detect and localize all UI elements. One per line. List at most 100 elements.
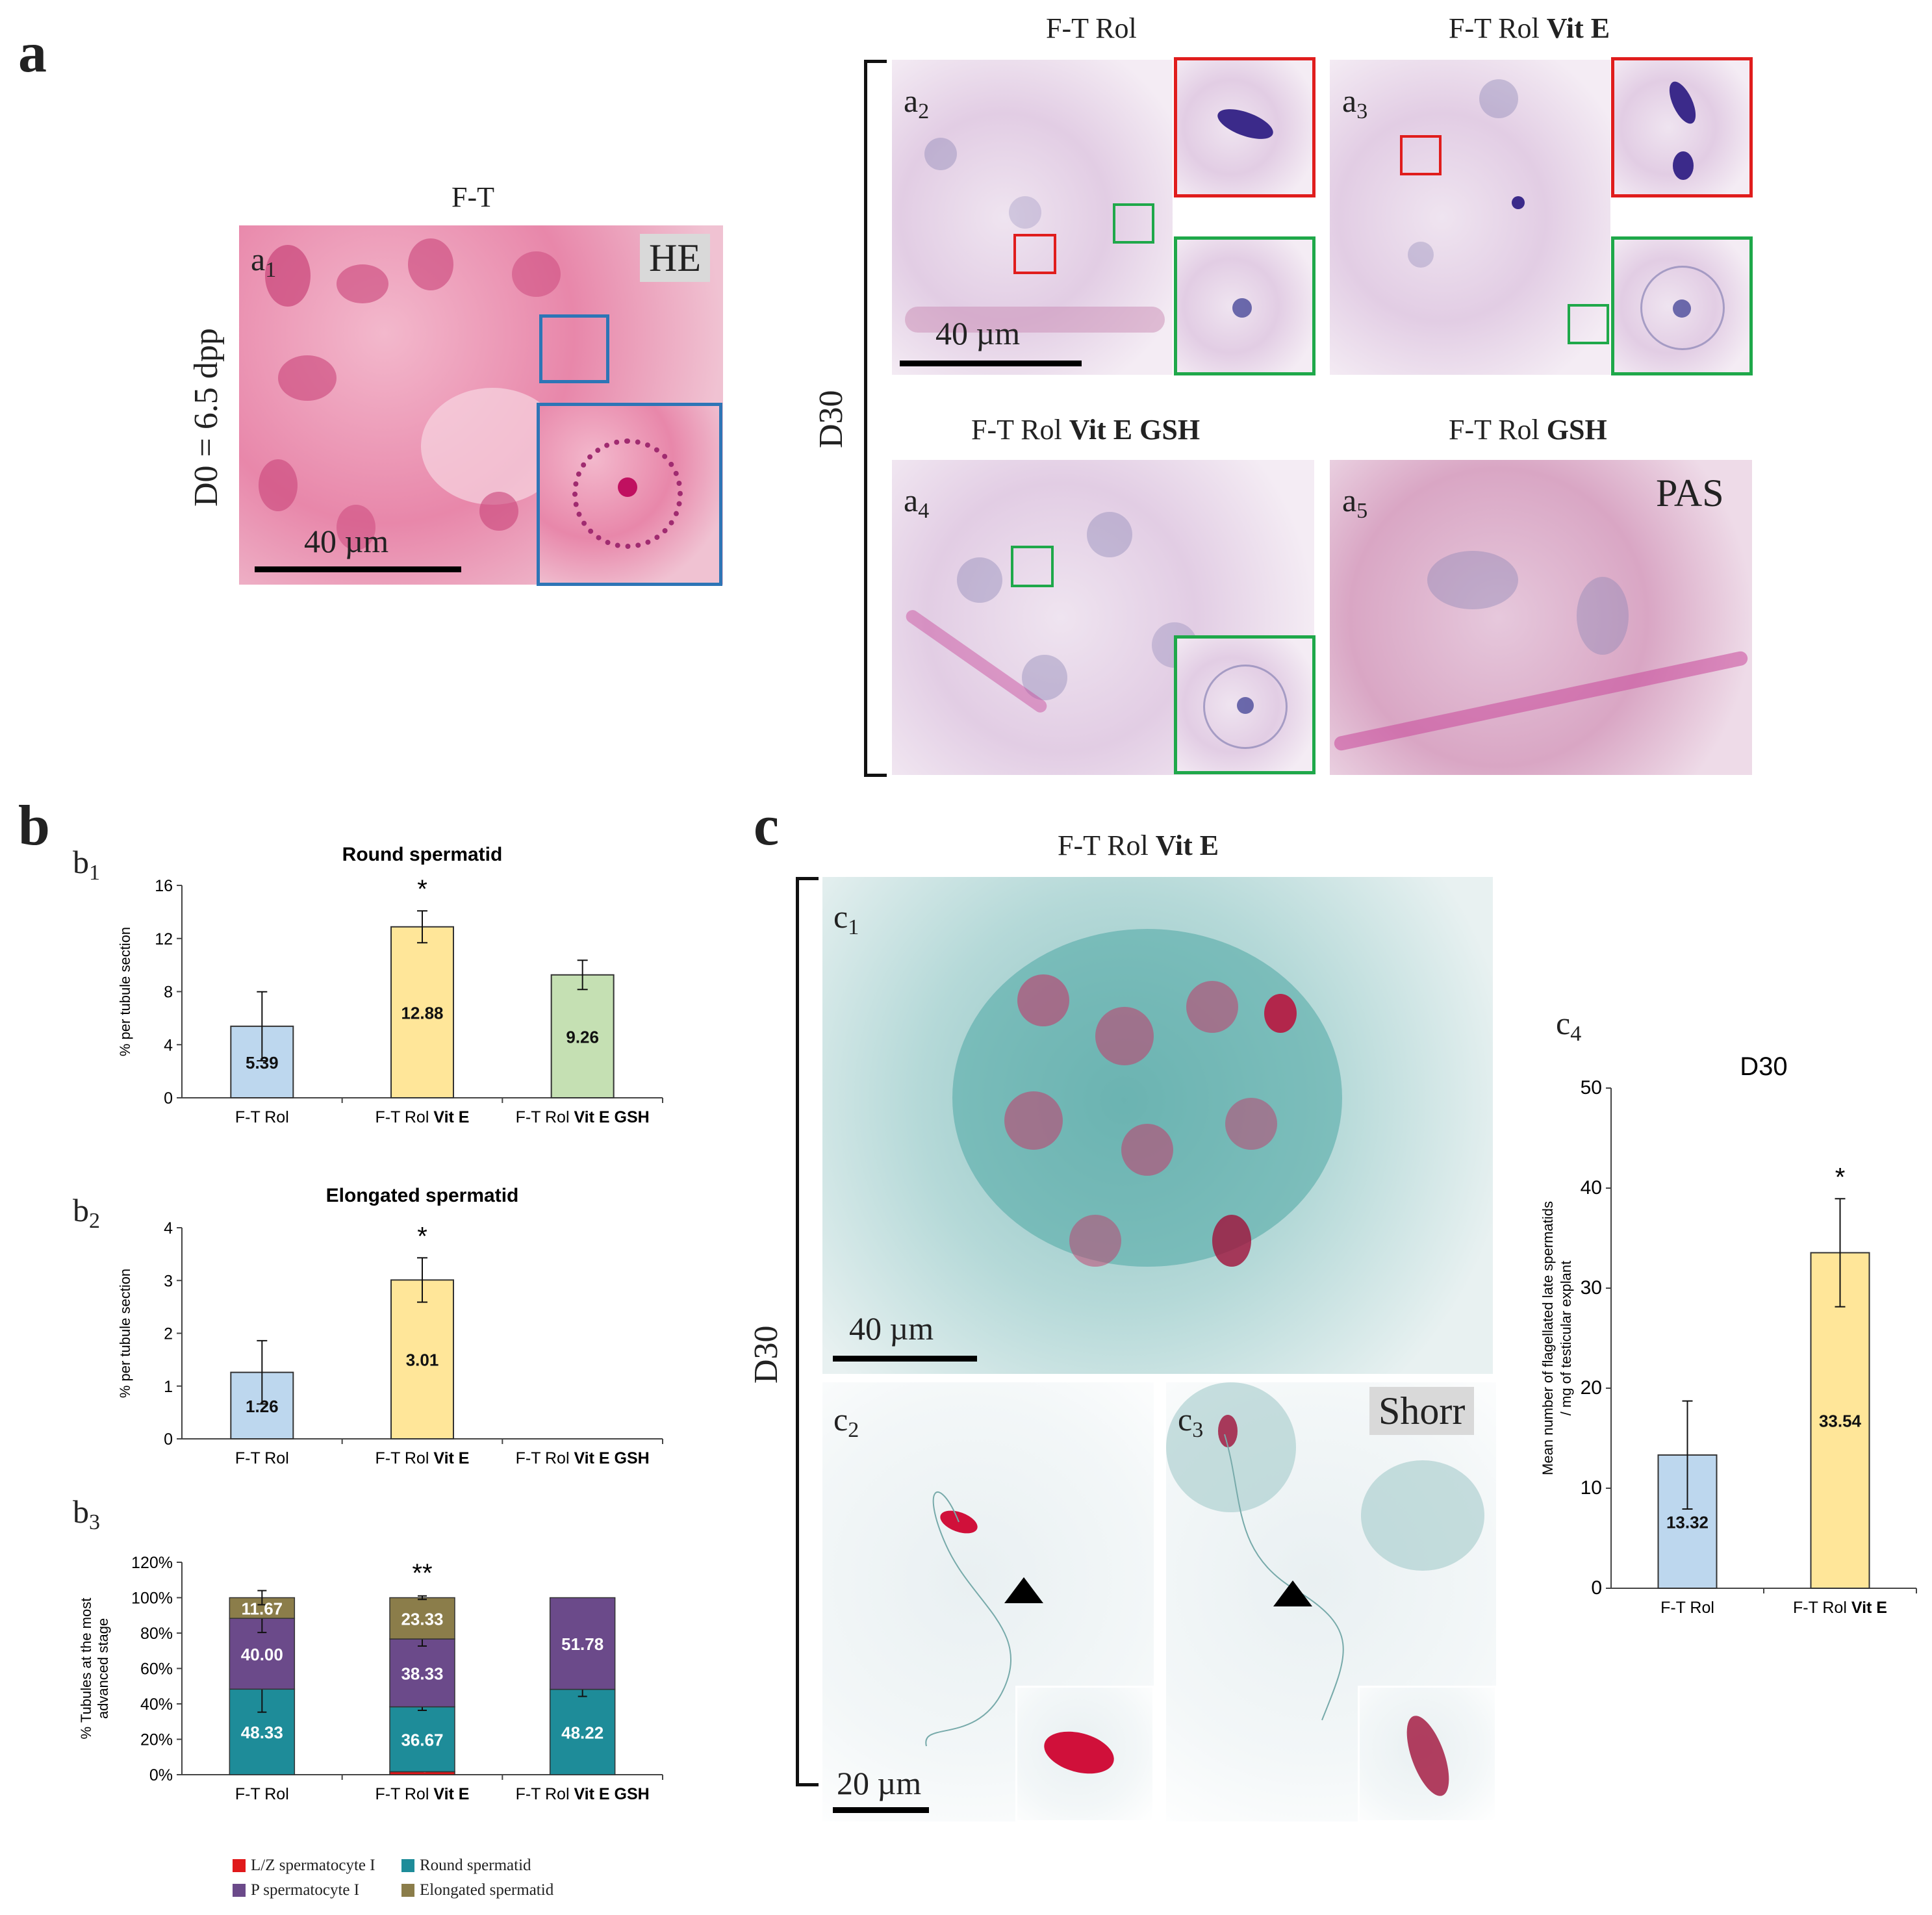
b3-x-tick-label: F-T Rol	[235, 1785, 289, 1803]
b3-x-tick-label: F-T Rol Vit E GSH	[516, 1785, 650, 1803]
c2-flagellum	[925, 1491, 1043, 1747]
b3-y-tick-label: 40%	[140, 1695, 173, 1714]
c4-y-tick-label: 30	[1581, 1277, 1602, 1299]
c4-chart-title: D30	[1740, 1052, 1787, 1081]
a1-title: F-T	[451, 181, 494, 213]
c-title: F-T Rol Vit E	[1058, 830, 1219, 861]
legend-swatch-elong	[401, 1884, 414, 1897]
b1-x-tick-label: F-T Rol Vit E	[375, 1108, 470, 1126]
c4-y-axis-label: Mean number of flagellated late spermati…	[1540, 1201, 1556, 1475]
a3-inset-green	[1611, 236, 1753, 375]
b3-bar-segment	[229, 1597, 296, 1619]
c4-y-tick-label: 40	[1581, 1177, 1602, 1198]
b3-data-label: 51.78	[561, 1634, 604, 1654]
b1-data-label: 9.26	[566, 1027, 599, 1046]
stain-tag-pas: PAS	[1656, 472, 1724, 514]
b1-y-tick-label: 0	[164, 1089, 173, 1108]
a1-roi-box	[539, 314, 609, 383]
b1-significance-mark: *	[417, 875, 427, 904]
b3-x-tick-label: F-T Rol Vit E	[375, 1785, 470, 1803]
b3-y-axis-label: advanced stage	[95, 1618, 111, 1719]
b3-bar-segment	[389, 1597, 455, 1640]
micrograph-a5	[1330, 460, 1752, 775]
c-d30-label: D30	[748, 1325, 785, 1384]
b3-y-tick-label: 80%	[140, 1625, 173, 1643]
b3-significance-mark: **	[412, 1559, 432, 1588]
c4-y-tick-label: 10	[1581, 1477, 1602, 1499]
c4-y-axis-label: / mg of testicular explant	[1558, 1261, 1574, 1415]
c1-label: c1	[833, 898, 859, 939]
c2-label: c2	[833, 1401, 859, 1442]
c4-significance-mark: *	[1835, 1163, 1846, 1191]
a-d30-label: D30	[813, 390, 850, 448]
legend-swatch-p	[233, 1884, 246, 1897]
b3-bar-segment	[549, 1688, 616, 1775]
b1-y-tick-label: 8	[164, 983, 173, 1002]
legend-swatch-lz	[233, 1859, 246, 1872]
b3-y-tick-label: 100%	[131, 1590, 173, 1608]
a1-label: a1	[251, 241, 277, 282]
c4-y-tick-label: 0	[1591, 1577, 1602, 1599]
a4-green-box	[1011, 546, 1054, 587]
b3-y-tick-label: 20%	[140, 1731, 173, 1749]
b2-x-tick-label: F-T Rol	[235, 1449, 289, 1467]
b2-label: b2	[73, 1192, 100, 1233]
a2-red-box	[1013, 234, 1056, 274]
b1-x-tick-label: F-T Rol Vit E GSH	[516, 1108, 650, 1126]
b2-bar	[390, 1279, 454, 1439]
chart-c4: D30 0 10 20 30 40 50 Mean number of flagellated…	[1540, 1052, 1917, 1617]
legend-elong: Elongated spermatid	[401, 1881, 553, 1899]
legend-swatch-round	[401, 1859, 414, 1872]
b3-data-label: 48.22	[561, 1723, 604, 1742]
b2-y-tick-label: 1	[164, 1378, 173, 1396]
a1-inset	[537, 403, 722, 586]
b1-bar	[550, 974, 615, 1098]
a1-scale-bar	[255, 566, 461, 572]
c2-scale-bar	[833, 1807, 929, 1813]
stain-tag-shorr: Shorr	[1369, 1387, 1475, 1435]
a1-side-label: D0 = 6.5 dpp	[188, 328, 225, 507]
a2-scale-bar	[900, 361, 1082, 366]
b1-y-tick-label: 4	[164, 1036, 173, 1054]
b2-data-label: 1.26	[246, 1397, 279, 1416]
a3-label: a3	[1342, 82, 1368, 123]
b2-chart-title: Elongated spermatid	[326, 1185, 519, 1206]
a2-label: a2	[904, 82, 930, 123]
c3-flagellum	[1224, 1434, 1344, 1721]
c4-y-tick-label: 20	[1581, 1377, 1602, 1399]
a2-inset-red	[1174, 57, 1316, 197]
c4-y-tick-label: 50	[1581, 1077, 1602, 1098]
c4-label: c4	[1556, 1005, 1582, 1046]
b1-data-label: 5.39	[246, 1053, 279, 1072]
b2-y-tick-label: 3	[164, 1272, 173, 1290]
a3-red-box	[1400, 135, 1442, 175]
b1-y-axis-label: % per tubule section	[117, 927, 133, 1056]
c4-bar	[1810, 1252, 1870, 1589]
c1-scale-bar	[833, 1356, 977, 1362]
c4-x-tick-label: F-T Rol Vit E	[1793, 1599, 1887, 1617]
c2-arrowhead-icon	[1004, 1577, 1043, 1603]
legend-round: Round spermatid	[401, 1857, 531, 1875]
b3-y-tick-label: 120%	[131, 1554, 173, 1572]
a4-label: a4	[904, 482, 930, 523]
b1-label: b1	[73, 844, 100, 885]
c1-scale-text: 40 µm	[849, 1310, 934, 1347]
chart-b2: Elongated spermatid 0 1 2 3 4 % per tubule sec…	[117, 1185, 663, 1467]
b3-bar-segment	[549, 1597, 616, 1690]
b2-x-tick-label: F-T Rol Vit E	[375, 1449, 470, 1467]
a5-title: F-T Rol GSH	[1449, 414, 1607, 446]
a2-inset-green	[1174, 236, 1316, 375]
a-bracket	[864, 60, 887, 777]
c3-inset	[1358, 1686, 1497, 1822]
a1-scale-text: 40 µm	[304, 523, 389, 559]
b3-bar-segment	[389, 1706, 455, 1773]
micrograph-a2	[892, 60, 1173, 375]
b3-data-label: 36.67	[401, 1730, 443, 1749]
a5-label: a5	[1342, 482, 1368, 523]
b1-y-tick-label: 12	[155, 930, 173, 948]
micrograph-c3	[1166, 1382, 1496, 1821]
chart-b3: 0% 20% 40% 60% 80% 100% 120% % Tubules at the m…	[78, 1554, 663, 1803]
c2-inset	[1015, 1686, 1154, 1822]
b1-chart-title: Round spermatid	[342, 844, 503, 865]
a2-green-box	[1113, 203, 1154, 244]
